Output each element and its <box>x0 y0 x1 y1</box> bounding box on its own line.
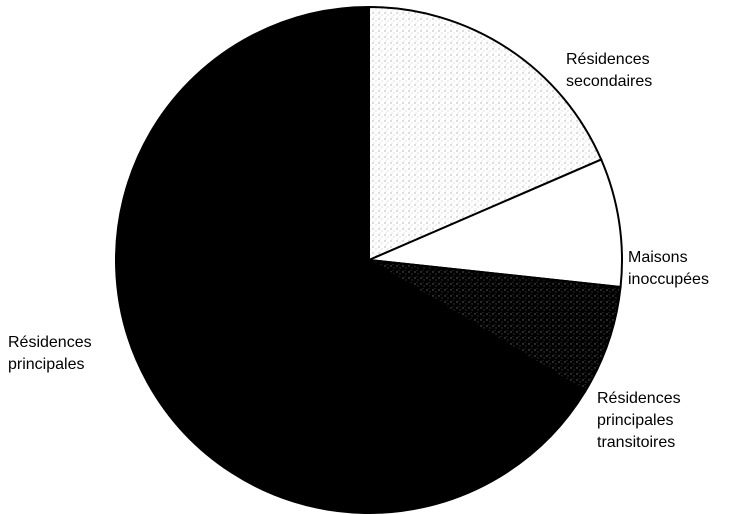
slice-label-line: principales <box>8 356 85 373</box>
pie-slice <box>365 158 623 289</box>
slice-label-line: transitoires <box>597 434 676 451</box>
slice-label: Résidences principales <box>8 332 92 376</box>
slice-label: Résidences principales transitoires <box>597 388 681 454</box>
slice-label: Résidences secondaires <box>566 49 652 93</box>
slice-label-line: secondaires <box>566 73 653 90</box>
pie-slice <box>368 5 603 262</box>
slice-label-line: Résidences <box>8 334 92 351</box>
slice-label-line: inoccupées <box>628 271 709 288</box>
pie-slice <box>115 5 587 514</box>
pie-slice <box>368 259 622 393</box>
slice-label-line: Résidences <box>597 390 681 407</box>
slice-label-line: Maisons <box>628 249 688 266</box>
slice-label-line: Résidences <box>566 51 650 68</box>
slice-label-line: principales <box>597 412 674 429</box>
slice-label: Maisons inoccupées <box>628 247 709 291</box>
